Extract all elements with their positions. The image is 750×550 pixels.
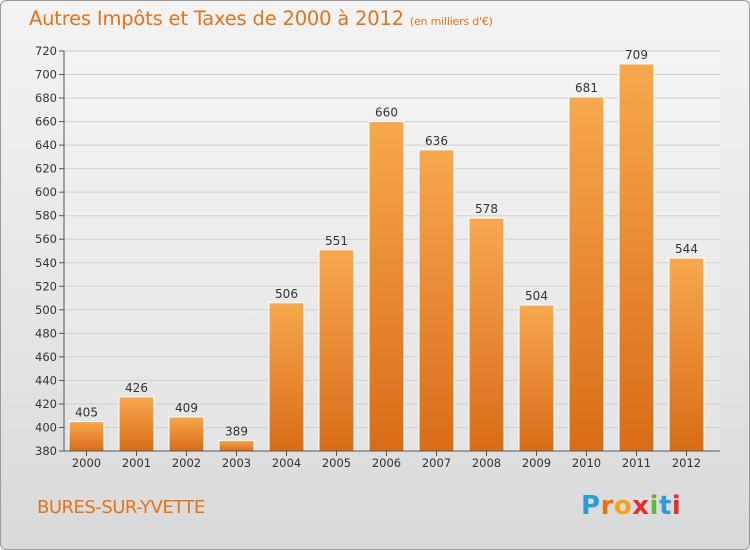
y-tick-label: 700 <box>35 68 57 82</box>
value-label: 409 <box>175 401 198 415</box>
y-tick-label: 660 <box>35 115 57 129</box>
bar <box>118 396 155 452</box>
logo-letter: i <box>671 491 682 521</box>
logo-letter: P <box>581 491 601 521</box>
x-tick-label: 2005 <box>322 456 351 470</box>
x-tick-label: 2007 <box>422 456 451 470</box>
value-label: 681 <box>575 81 598 95</box>
y-tick-label: 640 <box>35 138 57 152</box>
value-label: 405 <box>75 406 98 420</box>
y-tick-label: 620 <box>35 162 57 176</box>
logo-letter: x <box>632 491 650 521</box>
y-tick-label: 520 <box>35 279 57 293</box>
logo-letter: o <box>613 491 633 521</box>
bar <box>368 121 405 452</box>
x-tick-label: 2008 <box>472 456 501 470</box>
value-label: 551 <box>325 234 348 248</box>
value-label: 426 <box>125 381 148 395</box>
x-tick-label: 2011 <box>622 456 651 470</box>
y-tick-label: 720 <box>35 44 57 58</box>
x-tick-label: 2001 <box>122 456 151 470</box>
chart-title-line: Autres Impôts et Taxes de 2000 à 2012 (en… <box>29 7 493 30</box>
value-label: 660 <box>375 106 398 120</box>
bar <box>318 249 355 452</box>
y-tick-label: 680 <box>35 91 57 105</box>
bar <box>268 302 305 452</box>
value-label: 544 <box>675 242 698 256</box>
x-tick-label: 2010 <box>572 456 601 470</box>
y-tick-label: 400 <box>35 420 57 434</box>
x-tick-label: 2004 <box>272 456 301 470</box>
x-tick-label: 2006 <box>372 456 401 470</box>
x-tick-label: 2009 <box>522 456 551 470</box>
value-label: 389 <box>225 424 248 438</box>
city-name: BURES-SUR-YVETTE <box>37 497 205 518</box>
bar <box>68 421 105 452</box>
bar <box>468 217 505 452</box>
y-tick-label: 500 <box>35 303 57 317</box>
bar <box>218 439 255 452</box>
x-tick-label: 2002 <box>172 456 201 470</box>
value-label: 636 <box>425 134 448 148</box>
chart-subtitle: (en milliers d'€) <box>409 15 493 28</box>
y-tick-label: 460 <box>35 350 57 364</box>
bar <box>568 96 605 452</box>
value-label: 506 <box>275 287 298 301</box>
bar <box>418 149 455 452</box>
x-tick-label: 2003 <box>222 456 251 470</box>
y-tick-label: 600 <box>35 185 57 199</box>
bar <box>168 416 205 452</box>
y-tick-label: 380 <box>35 444 57 458</box>
proxiti-logo[interactable]: Proxiti <box>581 491 681 521</box>
bar <box>618 63 655 452</box>
value-label: 709 <box>625 48 648 62</box>
bar <box>518 304 555 452</box>
logo-letter: i <box>649 491 659 521</box>
y-tick-label: 440 <box>35 373 57 387</box>
x-tick-label: 2012 <box>672 456 701 470</box>
y-tick-label: 420 <box>35 397 57 411</box>
chart-title: Autres Impôts et Taxes de 2000 à 2012 <box>29 7 404 30</box>
logo-letter: r <box>600 491 614 521</box>
x-tick-label: 2000 <box>72 456 101 470</box>
bar <box>668 257 705 452</box>
y-tick-label: 540 <box>35 256 57 270</box>
value-label: 578 <box>475 202 498 216</box>
value-label: 504 <box>525 289 548 303</box>
y-tick-label: 580 <box>35 209 57 223</box>
y-tick-label: 560 <box>35 232 57 246</box>
y-tick-label: 480 <box>35 326 57 340</box>
logo-letter: t <box>658 491 672 521</box>
